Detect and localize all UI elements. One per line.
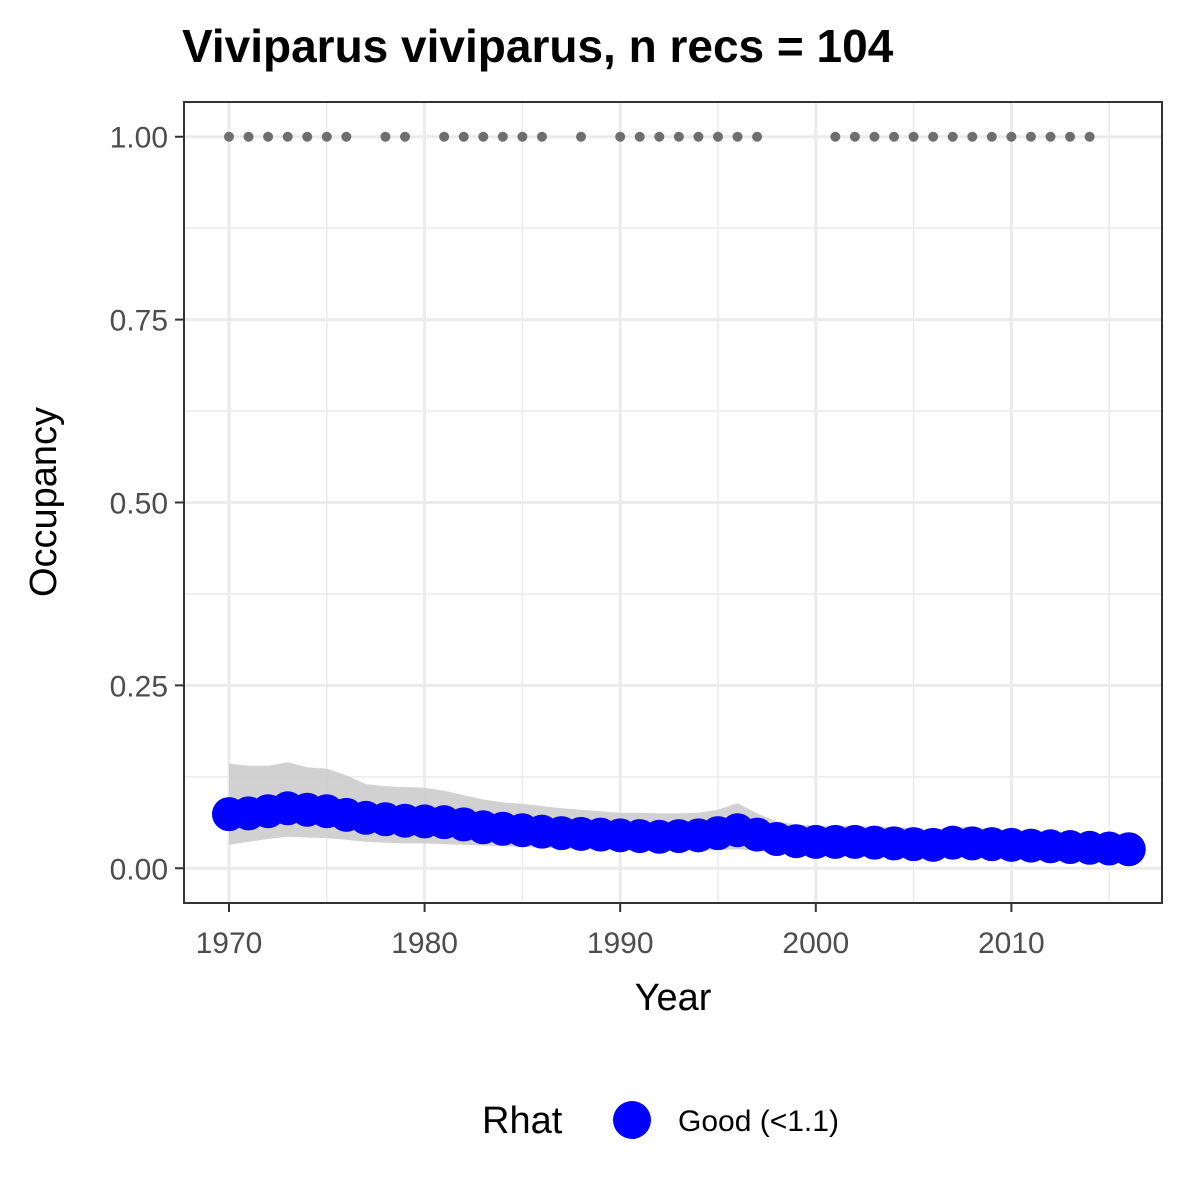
record-year-dot — [967, 131, 978, 142]
x-tick-label: 2000 — [782, 927, 849, 960]
x-tick-label: 2010 — [978, 927, 1045, 960]
record-year-dot — [986, 131, 997, 142]
record-year-dot — [282, 131, 293, 142]
record-year-dot — [869, 131, 880, 142]
x-tick-label: 1980 — [391, 927, 458, 960]
record-year-dot — [458, 131, 469, 142]
record-year-dot — [849, 131, 860, 142]
record-year-dot — [752, 131, 763, 142]
record-year-dot — [673, 131, 684, 142]
record-year-dot — [654, 131, 665, 142]
record-year-dot — [928, 131, 939, 142]
record-year-dot — [400, 131, 411, 142]
record-year-dot — [1025, 131, 1036, 142]
record-year-dot — [634, 131, 645, 142]
record-year-dot — [263, 131, 274, 142]
record-year-dot — [1065, 131, 1076, 142]
record-year-dot — [1045, 131, 1056, 142]
legend-title: Rhat — [482, 1100, 563, 1142]
y-axis-ticks: 0.00 0.25 0.50 0.75 1.00 — [110, 122, 184, 886]
record-year-dot — [712, 131, 723, 142]
record-year-dot — [1006, 131, 1017, 142]
occupancy-points — [211, 791, 1146, 867]
record-year-dot — [223, 131, 234, 142]
record-year-dot — [889, 131, 900, 142]
record-year-dot — [517, 131, 528, 142]
record-year-dot — [732, 131, 743, 142]
x-axis-title: Year — [635, 977, 712, 1019]
record-year-dot — [302, 131, 313, 142]
y-tick-label: 0.75 — [110, 305, 168, 338]
record-year-dot — [576, 131, 587, 142]
legend-key-good — [613, 1101, 651, 1139]
grid-lines — [184, 102, 1162, 903]
x-tick-label: 1970 — [196, 927, 263, 960]
occupancy-point — [1111, 832, 1146, 867]
record-year-dot — [536, 131, 547, 142]
record-year-dot — [615, 131, 626, 142]
legend-label-good: Good (<1.1) — [678, 1105, 839, 1138]
record-year-dot — [908, 131, 919, 142]
y-axis-title: Occupancy — [23, 407, 65, 597]
record-year-dot — [321, 131, 332, 142]
x-tick-label: 1990 — [587, 927, 654, 960]
record-year-dot — [497, 131, 508, 142]
record-year-dot — [341, 131, 352, 142]
chart-title: Viviparus viviparus, n recs = 104 — [182, 20, 894, 72]
record-year-dot — [947, 131, 958, 142]
y-tick-label: 0.50 — [110, 488, 168, 521]
legend: Rhat Good (<1.1) — [482, 1100, 839, 1142]
record-year-dot — [693, 131, 704, 142]
y-tick-label: 1.00 — [110, 122, 168, 155]
record-year-dot — [380, 131, 391, 142]
record-year-dot — [830, 131, 841, 142]
y-tick-label: 0.00 — [110, 853, 168, 886]
record-year-points — [223, 131, 1095, 142]
record-year-dot — [1084, 131, 1095, 142]
record-year-dot — [439, 131, 450, 142]
record-year-dot — [478, 131, 489, 142]
x-axis-ticks: 1970 1980 1990 2000 2010 — [196, 903, 1045, 960]
record-year-dot — [243, 131, 254, 142]
y-tick-label: 0.25 — [110, 670, 168, 703]
